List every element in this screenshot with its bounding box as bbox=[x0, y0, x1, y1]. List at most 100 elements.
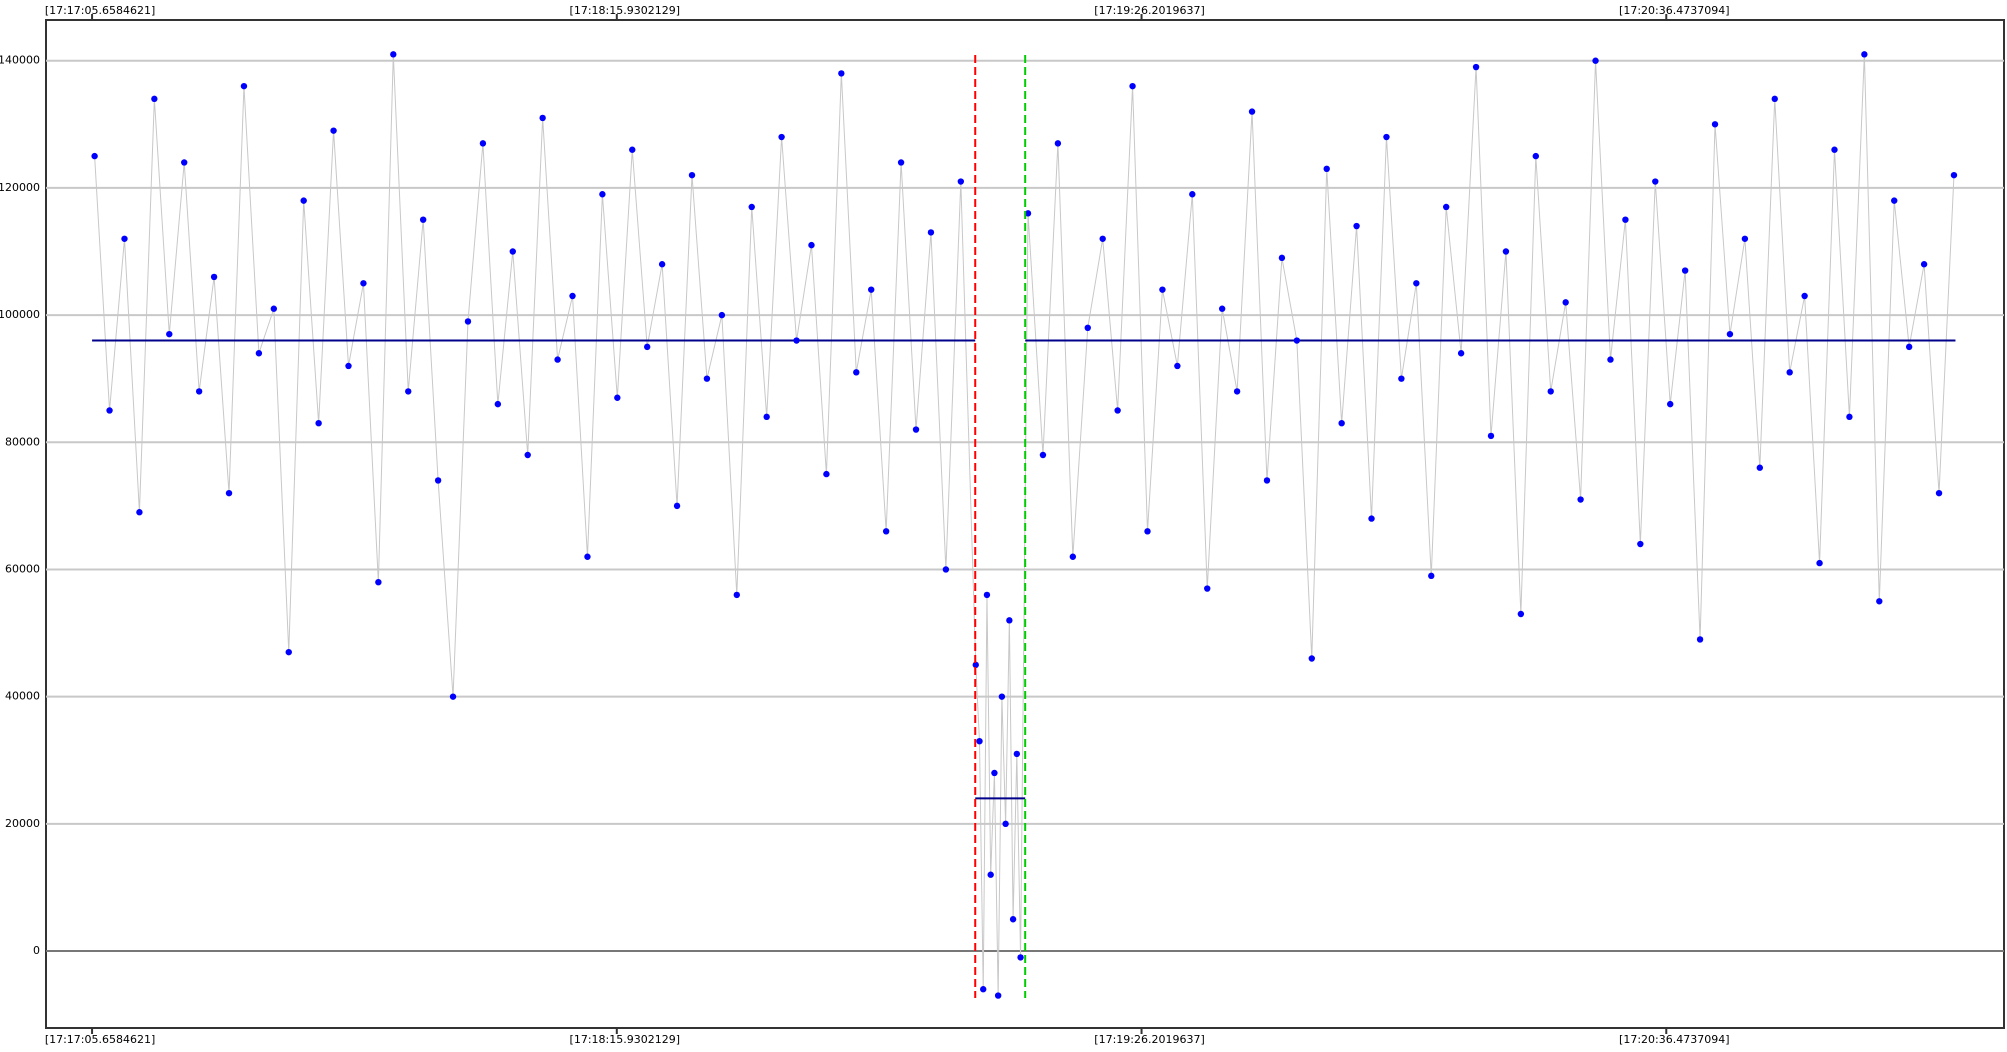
data-point bbox=[151, 95, 158, 103]
data-point bbox=[673, 502, 681, 510]
data-point bbox=[838, 70, 845, 77]
data-point bbox=[998, 693, 1006, 700]
data-point bbox=[1398, 375, 1405, 382]
data-point bbox=[195, 388, 203, 395]
data-point bbox=[793, 337, 800, 344]
data-point bbox=[1263, 477, 1271, 484]
data-point bbox=[808, 241, 815, 249]
data-point bbox=[1592, 57, 1599, 64]
data-point bbox=[1831, 146, 1838, 153]
data-point bbox=[1129, 82, 1136, 90]
data-point bbox=[494, 400, 502, 408]
data-point bbox=[1726, 330, 1734, 338]
data-point bbox=[1472, 63, 1480, 71]
x-tick-label-top: [17:20:36.4737094] bbox=[1619, 4, 1729, 17]
data-point bbox=[882, 528, 890, 535]
data-point bbox=[897, 159, 905, 166]
data-point bbox=[1935, 489, 1943, 497]
data-point bbox=[584, 553, 591, 560]
data-point bbox=[330, 127, 337, 134]
data-point bbox=[1771, 95, 1778, 103]
x-tick-label: [17:20:36.4737094] bbox=[1619, 1033, 1729, 1046]
data-point bbox=[987, 871, 994, 878]
data-point bbox=[240, 82, 248, 90]
data-point bbox=[509, 248, 516, 255]
data-point bbox=[210, 273, 218, 281]
data-point bbox=[1368, 515, 1375, 522]
data-point bbox=[1069, 553, 1077, 560]
data-point bbox=[1637, 540, 1644, 548]
x-tick-label: [17:19:26.2019637] bbox=[1094, 1033, 1204, 1046]
data-point bbox=[136, 509, 143, 516]
data-point bbox=[315, 420, 322, 427]
data-point bbox=[1905, 343, 1913, 351]
data-point bbox=[255, 350, 263, 357]
data-point bbox=[91, 152, 98, 160]
data-point bbox=[1861, 51, 1868, 58]
data-point bbox=[405, 388, 412, 395]
data-point bbox=[1547, 388, 1554, 395]
data-point bbox=[1099, 235, 1106, 242]
data-point bbox=[1233, 388, 1241, 395]
data-point bbox=[718, 311, 726, 319]
data-point bbox=[1338, 420, 1345, 427]
data-point bbox=[1532, 152, 1540, 160]
data-point bbox=[868, 286, 875, 293]
data-point bbox=[166, 330, 173, 338]
data-point bbox=[1711, 121, 1719, 128]
data-point bbox=[614, 394, 621, 401]
data-point bbox=[345, 362, 352, 370]
data-point bbox=[464, 318, 472, 325]
y-tick-label: 60000 bbox=[5, 562, 40, 575]
data-point bbox=[181, 159, 188, 166]
data-point bbox=[957, 178, 965, 185]
data-point bbox=[419, 216, 427, 223]
data-point bbox=[1248, 108, 1256, 115]
data-point bbox=[539, 114, 546, 122]
data-point bbox=[121, 235, 128, 242]
data-point bbox=[1174, 362, 1181, 370]
data-point bbox=[1442, 203, 1450, 211]
data-point bbox=[569, 292, 576, 300]
data-point bbox=[748, 203, 755, 211]
data-point bbox=[1159, 286, 1166, 293]
y-tick-label: 80000 bbox=[5, 435, 40, 448]
data-point bbox=[1652, 178, 1659, 185]
data-point bbox=[270, 305, 278, 312]
data-point bbox=[1667, 400, 1674, 408]
data-point bbox=[1413, 280, 1420, 287]
data-point bbox=[853, 369, 860, 376]
data-point bbox=[1502, 248, 1510, 255]
data-point bbox=[599, 191, 606, 198]
y-tick-label: 40000 bbox=[5, 690, 40, 703]
data-point bbox=[763, 413, 770, 421]
data-point bbox=[1950, 171, 1958, 179]
data-point bbox=[1308, 655, 1315, 662]
data-point bbox=[1846, 413, 1853, 421]
data-point bbox=[1323, 165, 1330, 173]
data-point bbox=[1006, 617, 1013, 624]
data-point bbox=[643, 343, 651, 351]
data-point bbox=[1017, 954, 1024, 961]
data-point bbox=[524, 451, 531, 459]
data-point bbox=[390, 51, 397, 58]
data-point bbox=[1741, 235, 1749, 242]
data-point bbox=[1114, 407, 1121, 414]
data-point bbox=[994, 992, 1002, 999]
data-point bbox=[449, 693, 457, 700]
data-point bbox=[225, 489, 233, 497]
x-tick-label: [17:17:05.6584621] bbox=[45, 1033, 155, 1046]
data-point bbox=[360, 280, 367, 287]
data-point bbox=[1756, 464, 1764, 471]
y-tick-label: 100000 bbox=[0, 308, 40, 321]
data-point bbox=[1383, 133, 1390, 141]
data-point bbox=[1039, 451, 1047, 459]
data-point bbox=[1622, 216, 1629, 223]
data-point bbox=[1577, 496, 1584, 503]
data-point bbox=[778, 133, 785, 141]
data-point bbox=[1562, 299, 1569, 306]
data-point bbox=[1891, 197, 1898, 204]
data-point bbox=[976, 737, 983, 745]
y-tick-label: 0 bbox=[33, 944, 40, 957]
